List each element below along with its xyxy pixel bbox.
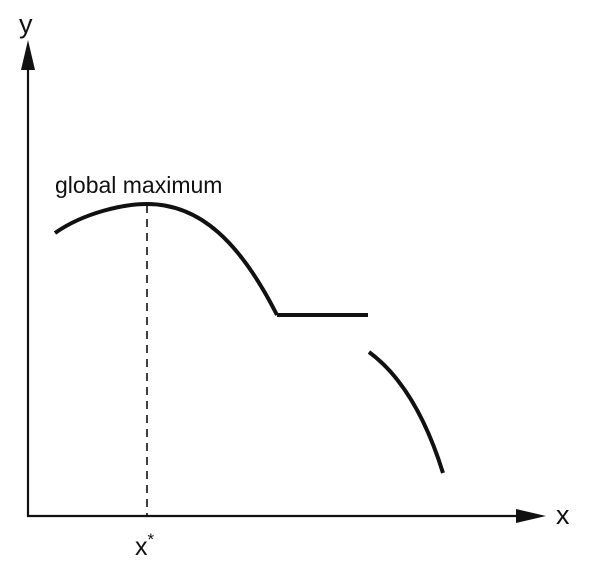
x-axis-arrowhead	[516, 509, 546, 523]
y-axis-label: y	[19, 9, 33, 39]
y-axis-arrowhead	[21, 40, 35, 70]
global-maximum-label: global maximum	[55, 172, 222, 198]
curve-segment-falling	[367, 350, 445, 474]
x-star-label: x*	[135, 530, 155, 561]
x-axis-label: x	[556, 500, 570, 530]
curve-segment-hump	[53, 201, 279, 316]
